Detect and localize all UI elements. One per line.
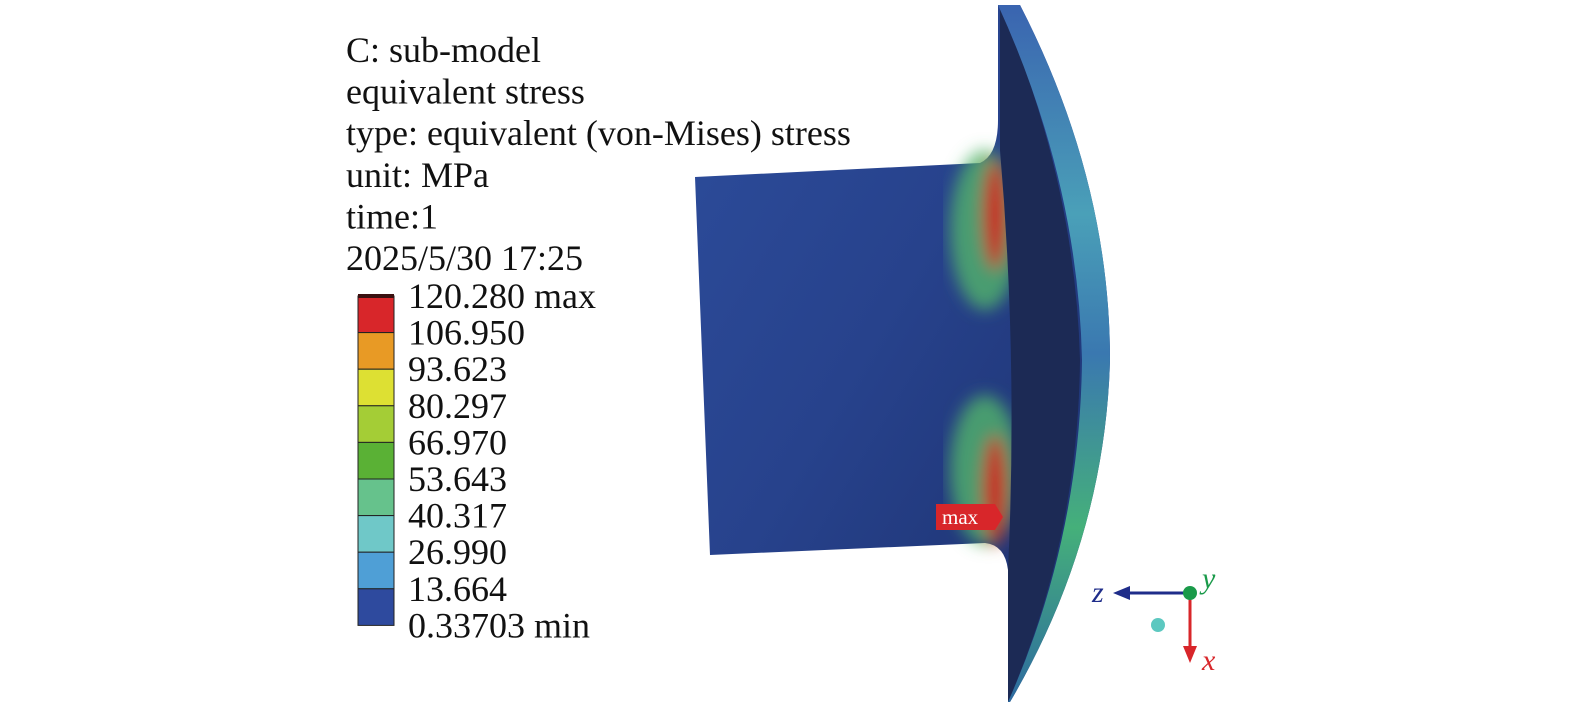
legend-band: [357, 588, 395, 626]
model: max: [695, 5, 1110, 702]
header-line: equivalent stress: [346, 72, 585, 112]
x-label: x: [1201, 644, 1216, 677]
x-arrow: [1183, 646, 1197, 663]
z-arrow: [1113, 586, 1130, 600]
header-line: type: equivalent (von-Mises) stress: [346, 113, 851, 153]
max-tag-label: max: [942, 505, 979, 529]
legend-band: [357, 441, 395, 480]
legend-band: [357, 405, 395, 443]
flange-face: [1000, 5, 1080, 702]
y-label: y: [1199, 562, 1216, 595]
legend-label: 40.317: [408, 496, 507, 536]
legend-label: 120.280 max: [408, 276, 596, 316]
legend-label: 26.990: [408, 532, 507, 572]
header-line: time:1: [346, 196, 438, 236]
header-line: 2025/5/30 17:25: [346, 238, 583, 278]
view-dot: [1151, 618, 1165, 632]
header-line: unit: MPa: [346, 155, 489, 195]
legend-label: 53.643: [408, 459, 507, 499]
legend-top: [358, 294, 394, 298]
legend-band: [357, 478, 395, 517]
legend-band: [357, 368, 395, 407]
legend-band: [357, 295, 395, 334]
legend-label: 66.970: [408, 422, 507, 462]
legend-label: 93.623: [408, 349, 507, 389]
triad: z y x: [1091, 562, 1216, 677]
max-tag: [936, 504, 1003, 530]
legend-label: 13.664: [408, 569, 507, 609]
legend-label: 0.33703 min: [408, 605, 590, 645]
legend-band: [357, 332, 395, 370]
legend-label: 80.297: [408, 386, 507, 426]
z-label: z: [1091, 576, 1104, 609]
y-axis: [1183, 586, 1197, 600]
legend-band: [357, 551, 395, 590]
flange-rim: [998, 5, 1110, 702]
legend-label: 106.950: [408, 313, 525, 353]
header-line: C: sub-model: [346, 30, 541, 70]
legend-band: [357, 515, 395, 553]
legend: 120.280 max106.95093.62380.29766.97053.6…: [357, 276, 596, 645]
